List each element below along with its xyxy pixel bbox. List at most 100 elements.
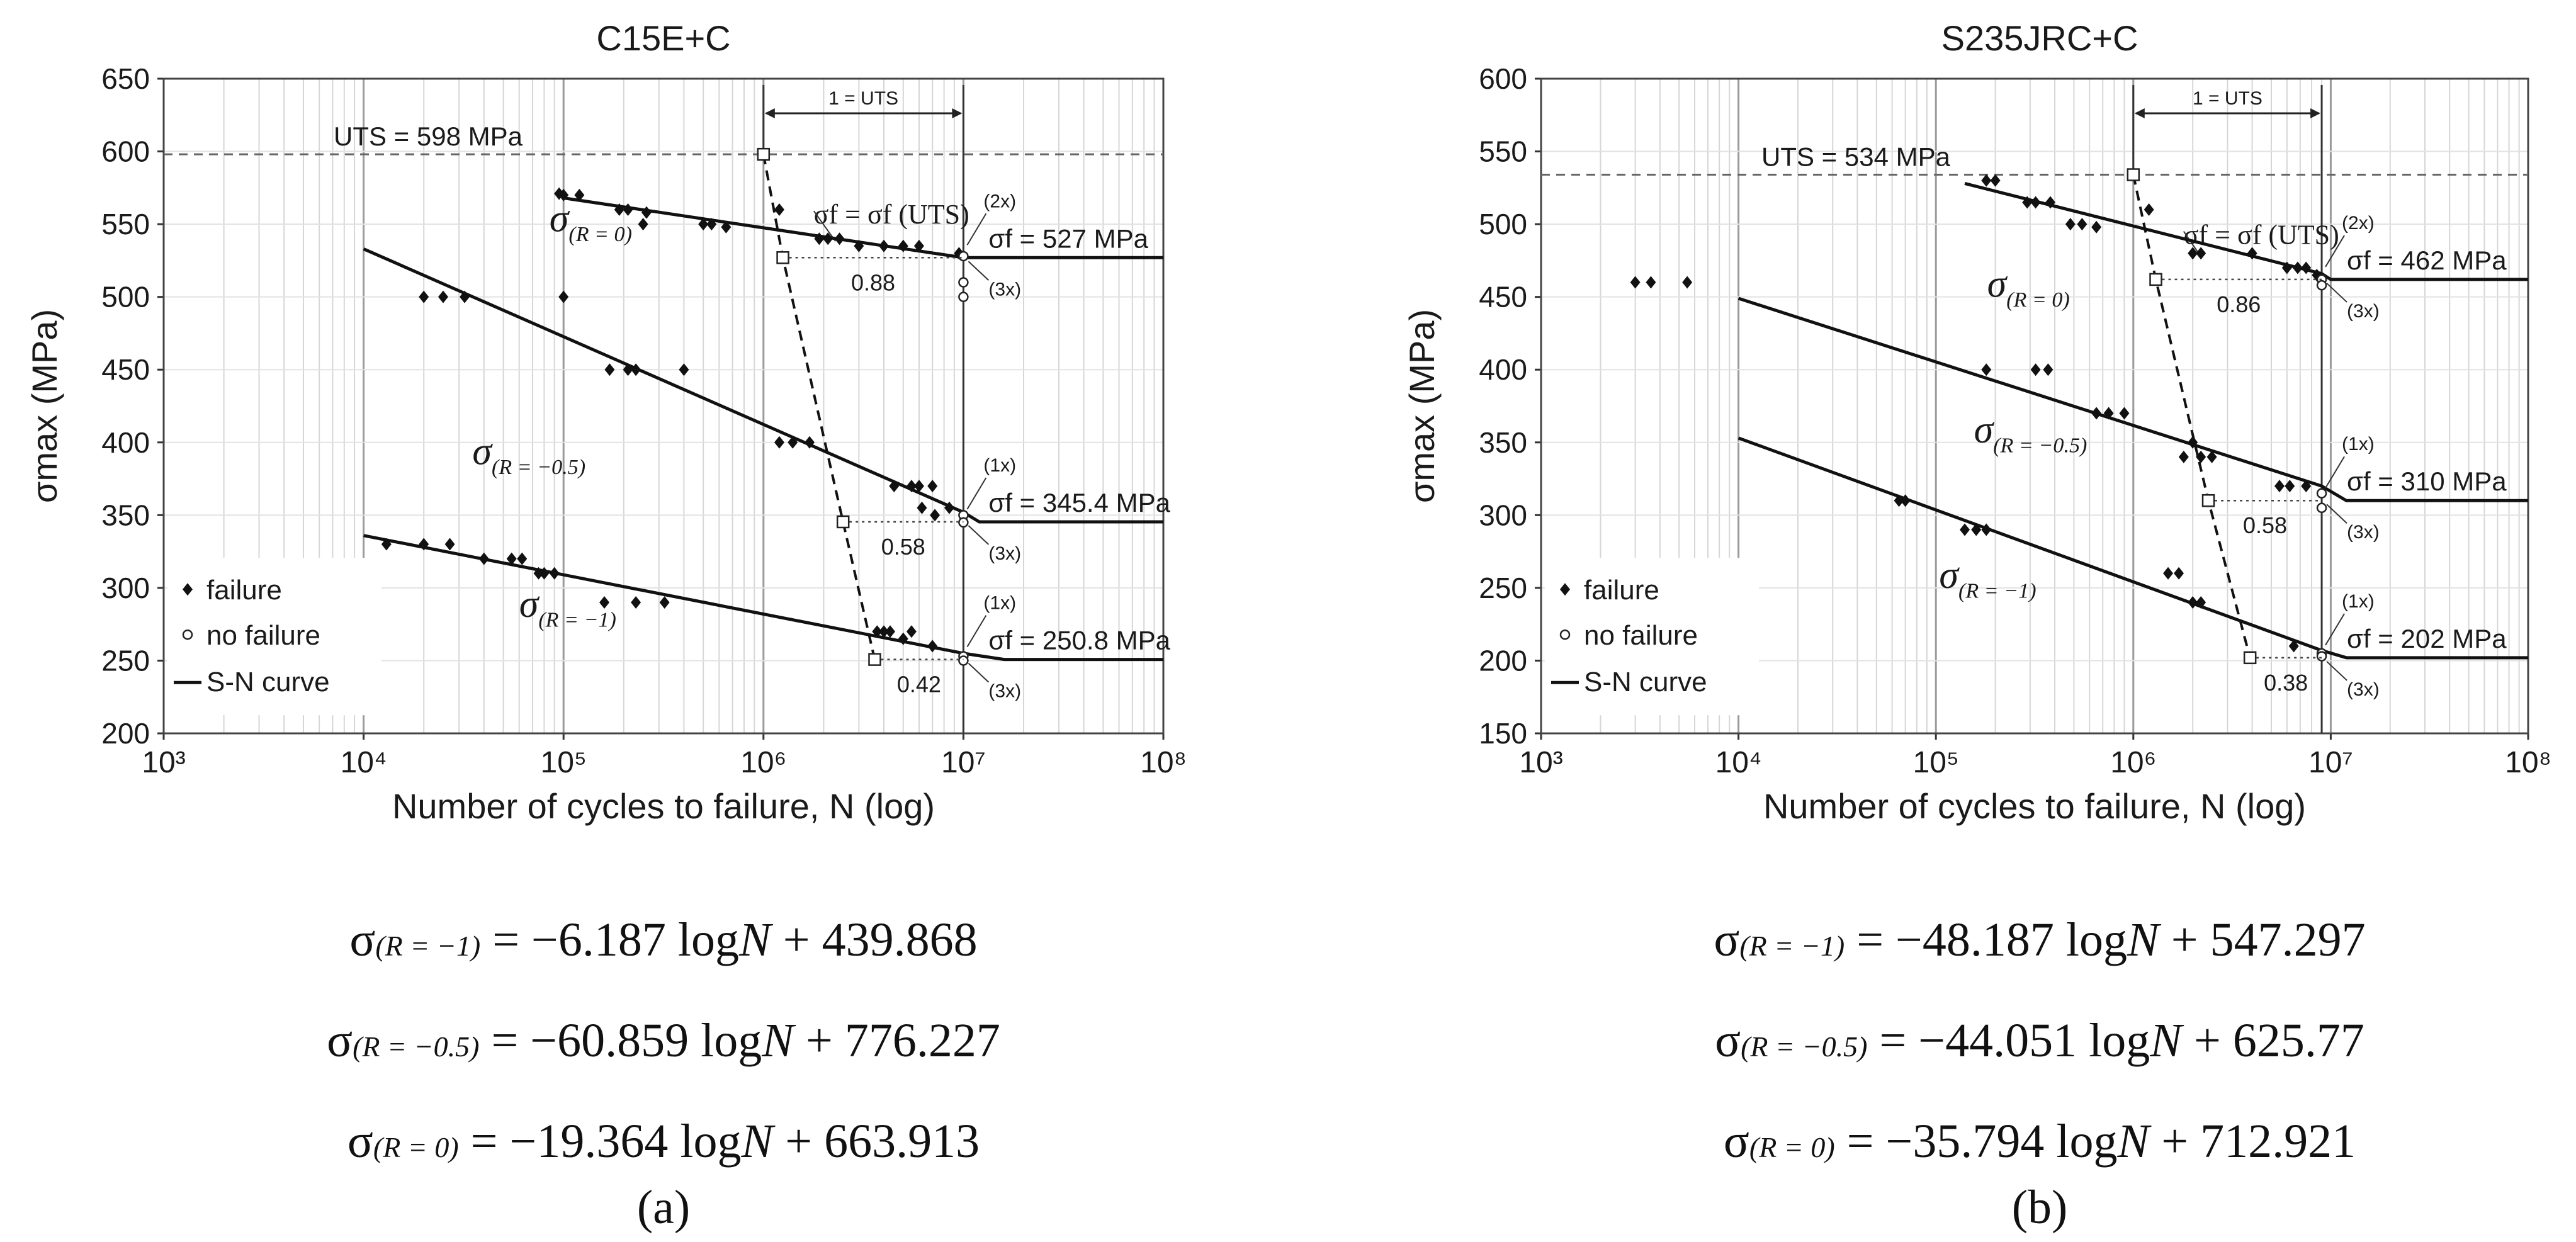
failure-point [2119,407,2130,420]
failure-point [599,596,610,609]
failure-point [906,480,917,493]
equation: σ(R = −1) = −48.187 logN + 547.297 [1700,916,2380,964]
failure-point [517,552,528,565]
legend-failure-marker [183,583,193,596]
failure-point [889,480,900,493]
failure-point [2065,218,2076,231]
failure-point [2281,261,2292,274]
ratio-square-marker [836,515,850,529]
y-tick-label: 250 [1479,572,1527,604]
arrow-head [2310,108,2321,118]
eq-constant: + 439.868 [771,913,978,966]
eq-constant: + 663.913 [773,1115,980,1168]
no-failure-point [958,251,969,262]
legend-failure-label: failure [1584,575,1659,606]
uts-label: UTS = 598 MPa [334,121,523,151]
failure-point [2030,363,2041,376]
failure-point [2301,480,2312,493]
equation: σ(R = −0.5) = −44.051 logN + 625.77 [1700,1017,2380,1064]
eq-variable: N [762,1014,794,1067]
curve-label-σ(R=-1): σ(R = −1) [1939,554,2036,603]
sigma-subscript: (R = −0.5) [492,456,585,479]
failure-point [2144,203,2154,216]
failure-point [2022,196,2033,209]
eq-sigma: σ [1714,913,1740,966]
x-tick-label: 10⁷ [941,746,986,779]
chart-title: S235JRC+C [1941,18,2138,58]
y-axis-label: σmax (MPa) [1402,309,1442,503]
y-tick-label: 400 [101,426,150,459]
eq-rhs: = −19.364 log [458,1115,742,1168]
legend-curve-label: S-N curve [206,667,330,697]
failure-point [898,239,908,252]
y-tick-label: 400 [1479,353,1527,386]
y-tick-label: 300 [1479,499,1527,531]
runout-note: (3x) [2347,522,2380,543]
eq-constant: + 776.227 [793,1014,1000,1067]
series-σ(R=-1): 0.42 σf = 250.8 MPa (1x) (3x) σ(R = −1) [363,534,1171,702]
failure-point [623,363,633,376]
failure-point [1682,276,1693,289]
sn-curve-line [563,196,1163,259]
sigma-symbol: σ [1939,554,1960,597]
runout-note: (1x) [983,455,1016,476]
ratio-square-marker [2243,651,2257,665]
y-tick-label: 350 [1479,426,1527,459]
failure-point [927,480,938,493]
failure-point [2091,407,2102,420]
no-failure-point [2316,279,2327,291]
failure-point [2301,261,2312,274]
failure-point [2077,218,2087,231]
failure-point [804,436,815,449]
failure-point [913,239,924,252]
plot-frame [1540,77,2529,735]
failure-point [1981,174,1992,187]
uts-interval-label: 1 = UTS [2193,88,2262,109]
y-tick-label: 300 [101,572,150,604]
failure-point [460,290,470,303]
eq-constant: + 547.297 [2159,913,2366,966]
no-failure-point [2316,502,2327,514]
failure-point [419,538,429,551]
failure-point [698,218,709,231]
eq-variable: N [739,913,771,966]
eq-rhs: = −35.794 log [1834,1115,2118,1168]
failure-point [2103,407,2114,420]
eq-variable: N [741,1115,774,1168]
failure-point [1981,523,1992,536]
x-tick-label: 10⁷ [2308,746,2353,779]
runout-leader [966,477,987,510]
failure-point [1894,494,1904,507]
y-tick-label: 500 [101,281,150,313]
y-axis-label: σmax (MPa) [25,309,64,503]
failure-point [2274,480,2285,493]
legend-nofailure-label: no failure [206,620,320,651]
arrow-head [952,108,963,118]
runout-note: (1x) [2342,591,2375,612]
series-σ(R=0): 0.88 σf = 527 MPa (2x) (3x) σ(R = 0) [550,187,1163,302]
failure-point [823,232,833,246]
fatigue-limit-label: σf = 462 MPa [2347,246,2507,275]
failure-point [879,625,890,638]
failure-point [2292,261,2303,274]
sigma-uts-annotation: σf = σf (UTS) [814,199,969,230]
failure-point [706,218,717,231]
ratio-label: 0.42 [897,672,941,697]
eq-sigma: σ [349,913,376,966]
y-tick-label: 600 [101,135,150,168]
equation: σ(R = −1) = −6.187 logN + 439.868 [324,916,1003,964]
y-tick-label: 200 [1479,644,1527,677]
failure-point [558,290,569,303]
eq-sigma: σ [1715,1014,1741,1067]
sn-curve-line [363,247,1163,524]
runout-leader [2325,613,2345,646]
eq-subscript: (R = 0) [373,1131,459,1163]
failure-point [898,632,908,645]
eq-subscript: (R = −0.5) [353,1030,480,1063]
failure-point [2188,596,2198,609]
failure-point [631,363,641,376]
annotation-leader [813,210,836,242]
eq-subscript: (R = −0.5) [1741,1030,1868,1063]
x-tick-label: 10⁵ [541,746,587,779]
uts-square-marker [757,147,771,161]
